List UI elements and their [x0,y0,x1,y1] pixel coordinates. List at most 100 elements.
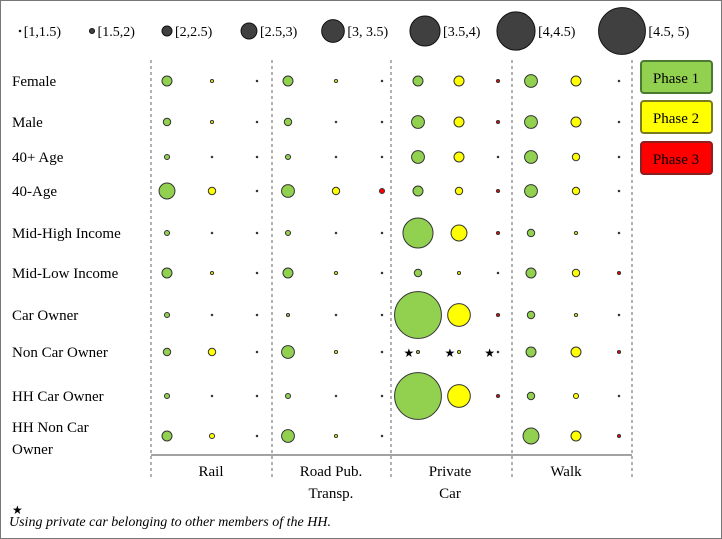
bubble-mid-low-income-private-car-phase-2 [456,270,462,276]
bubble-hh-car-owner-road-pub-transp-phase-2 [334,394,338,398]
bubble-male-private-car-phase-2 [453,116,465,128]
bubble-hh-car-owner-walk-phase-1 [526,391,536,401]
bubble-hh-non-car-owner-road-pub-transp-phase-2 [333,433,339,439]
star-marker: ★ [444,346,455,360]
bubble-non-car-owner-private-car-phase-2 [456,349,462,355]
bubble-40-age-road-pub-transp-phase-3 [378,187,386,195]
bubble-hh-car-owner-private-car-phase-3 [495,393,501,399]
bubble-40-age-walk-phase-2 [571,186,581,196]
bubble-hh-car-owner-rail-phase-2 [210,394,214,398]
bubble-mid-high-income-walk-phase-1 [526,228,536,238]
bubble-40-age-road-pub-transp-phase-1 [281,184,295,198]
bubble-car-owner-walk-phase-3 [617,313,621,317]
column-labels: Rail Road Pub. Transp. Private Car Walk [199,464,583,502]
bubble-40-age-road-pub-transp-phase-1 [284,153,292,161]
column-dividers [150,60,633,478]
size-legend-circle-4 [240,22,258,40]
bubble-car-owner-walk-phase-1 [526,310,536,320]
bubble-mid-high-income-private-car-phase-2 [450,224,468,242]
bubble-non-car-owner-walk-phase-3 [616,349,622,355]
bubble-40-age-private-car-phase-3 [496,155,500,159]
bubble-mid-low-income-private-car-phase-3 [496,271,500,275]
bubble-non-car-owner-rail-phase-3 [255,350,259,354]
row-label-40-age: 40+ Age [12,150,64,166]
bubble-40-age-road-pub-transp-phase-3 [380,155,384,159]
size-legend: [1,1.5) [1.5,2) [2,2.5) [2.5,3) [3, 3.5) [3.5… [18,7,690,55]
bubble-mid-low-income-rail-phase-2 [209,270,215,276]
row-label-non-car-owner: Non Car Owner [12,345,108,361]
bubble-hh-car-owner-rail-phase-3 [255,394,259,398]
bubble-40-age-walk-phase-2 [571,152,581,162]
row-labels: Female Male 40+ Age 40-Age Mid-High Income Mi… [12,74,121,458]
bubble-40-age-private-car-phase-3 [495,188,501,194]
bubble-mid-low-income-road-pub-transp-phase-2 [333,270,339,276]
bubble-hh-non-car-owner-rail-phase-2 [208,432,216,440]
footnote-star: ★ [12,503,23,517]
size-legend-label-5: [3, 3.5) [347,25,388,40]
row-label-mid-low-income: Mid-Low Income [12,266,119,282]
phase-legend: Phase 1 Phase 2 Phase 3 [640,60,713,175]
bubble-car-owner-rail-phase-1 [163,311,171,319]
bubble-car-owner-road-pub-transp-phase-3 [380,313,384,317]
star-marker: ★ [403,346,414,360]
bubble-car-owner-road-pub-transp-phase-2 [334,313,338,317]
bubble-mid-high-income-rail-phase-1 [163,229,171,237]
bubble-mid-high-income-walk-phase-2 [573,230,579,236]
bubble-female-walk-phase-2 [570,75,582,87]
bubble-non-car-owner-road-pub-transp-phase-2 [333,349,339,355]
row-label-car-owner: Car Owner [12,308,78,324]
bubble-mid-high-income-road-pub-transp-phase-1 [284,229,292,237]
phase-legend-label-2: Phase 2 [653,111,699,127]
bubble-mid-high-income-road-pub-transp-phase-2 [334,231,338,235]
bubble-40-age-rail-phase-3 [255,155,259,159]
bubble-female-walk-phase-3 [617,79,621,83]
bubble-40-age-walk-phase-1 [524,150,538,164]
column-label-rail: Rail [199,464,224,480]
bubble-40-age-private-car-phase-1 [411,150,425,164]
row-label-male: Male [12,115,43,131]
bubble-mid-low-income-walk-phase-3 [616,270,622,276]
bubble-non-car-owner-road-pub-transp-phase-1 [281,345,295,359]
bubble-non-car-owner-rail-phase-2 [207,347,217,357]
star-marker: ★ [484,346,495,360]
bubble-male-walk-phase-2 [570,116,582,128]
bubble-mid-low-income-rail-phase-3 [255,271,259,275]
size-legend-label-4: [2.5,3) [260,25,298,40]
bubble-hh-non-car-owner-walk-phase-2 [570,430,582,442]
bubble-car-owner-road-pub-transp-phase-1 [285,312,291,318]
bubble-hh-non-car-owner-road-pub-transp-phase-3 [380,434,384,438]
bubble-male-walk-phase-1 [524,115,538,129]
bubble-marks: ★ ★ ★ [158,74,622,445]
bubble-mid-high-income-walk-phase-3 [617,231,621,235]
bubble-hh-car-owner-rail-phase-1 [163,392,171,400]
bubble-hh-car-owner-walk-phase-3 [617,394,621,398]
bubble-40-age-rail-phase-1 [158,182,176,200]
bubble-female-private-car-phase-3 [495,78,501,84]
bubble-car-owner-rail-phase-2 [210,313,214,317]
bubble-40-age-rail-phase-3 [255,189,259,193]
bubble-hh-car-owner-private-car-phase-2 [447,384,471,408]
size-legend-circle-5 [321,19,345,43]
bubble-female-rail-phase-3 [255,79,259,83]
bubble-non-car-owner-private-car-phase-1 [415,349,421,355]
bubble-car-owner-walk-phase-2 [573,312,579,318]
bubble-male-road-pub-transp-phase-1 [283,117,293,127]
bubble-non-car-owner-private-car-phase-3 [496,350,500,354]
bubble-car-owner-private-car-phase-1 [394,291,442,339]
row-label-female: Female [12,74,56,90]
bubble-female-private-car-phase-2 [453,75,465,87]
bubble-mid-low-income-rail-phase-1 [161,267,173,279]
phase-legend-box-1 [640,60,713,94]
bubble-hh-non-car-owner-walk-phase-3 [616,433,622,439]
bubble-hh-non-car-owner-walk-phase-1 [522,427,540,445]
bubble-mid-high-income-private-car-phase-1 [402,217,434,249]
bubble-40-age-private-car-phase-2 [454,186,464,196]
bubble-mid-high-income-road-pub-transp-phase-3 [380,231,384,235]
bubble-male-private-car-phase-3 [495,119,501,125]
bubble-male-walk-phase-3 [617,120,621,124]
phase-legend-label-1: Phase 1 [653,71,699,87]
bubble-hh-car-owner-road-pub-transp-phase-1 [284,392,292,400]
row-label-40-age: 40-Age [12,184,57,200]
size-legend-circle-6 [409,15,441,47]
bubble-male-rail-phase-3 [255,120,259,124]
